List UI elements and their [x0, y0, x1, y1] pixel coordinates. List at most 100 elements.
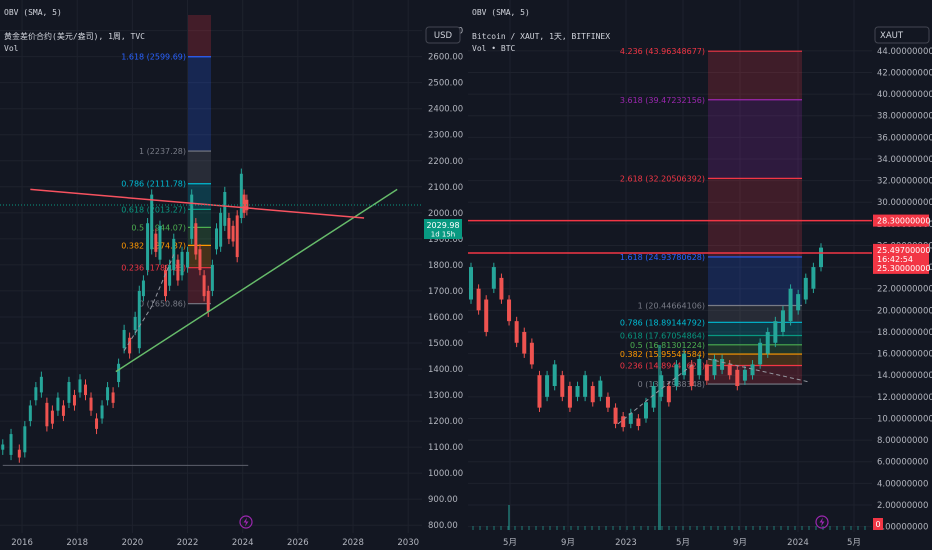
y-tick-label: 1400.00	[428, 365, 463, 375]
fib-level-label: 0.236 (1789.28)	[121, 264, 186, 273]
candle-body	[765, 331, 770, 354]
candle-body	[206, 290, 210, 312]
volume-bar	[710, 526, 712, 530]
candle-body	[537, 375, 542, 408]
fib-zone	[188, 151, 211, 184]
volume-bar	[668, 526, 670, 530]
y-tick-label: 0.00000000	[877, 523, 928, 533]
left-chart-svg[interactable]: 1.618 (2599.69) 1 (2237.28) 0.786 (2111.78…	[0, 0, 464, 550]
right-currency-button[interactable]: XAUT	[874, 26, 930, 44]
candle-body	[628, 413, 633, 424]
candle-body	[133, 316, 137, 330]
candle-body	[9, 434, 13, 455]
y-tick-label: 36.00000000	[877, 133, 932, 143]
x-tick-label: 2022	[177, 538, 199, 548]
volume-bar	[773, 526, 775, 530]
volume-bar	[563, 526, 565, 530]
fib-level-label: 0.786 (2111.78)	[121, 180, 186, 189]
candle-body	[567, 386, 572, 408]
candle-body	[803, 277, 808, 300]
volume-bar	[696, 526, 698, 530]
fib-level-label: 0.236 (14.89445628)	[620, 362, 705, 371]
y-tick-label: 2.00000000	[877, 501, 928, 511]
left-vol-label: Vol	[4, 44, 19, 53]
volume-bar	[759, 526, 761, 530]
candle-body	[137, 290, 141, 349]
volume-bar	[612, 526, 614, 530]
fib-zone	[708, 322, 802, 336]
y-tick-label: 1500.00	[428, 339, 463, 349]
y-tick-label: 42.00000000	[877, 68, 932, 78]
y-tick-label: 1200.00	[428, 417, 463, 427]
fib-zone	[708, 354, 802, 366]
candle-body	[72, 395, 76, 406]
candle-body	[202, 275, 206, 297]
candle-body	[89, 397, 93, 411]
fib-level-label: 0.786 (18.89144792)	[620, 318, 705, 327]
left-currency-button[interactable]: USD	[425, 26, 461, 44]
lightning-icon[interactable]	[239, 515, 253, 529]
candle-body	[163, 270, 167, 297]
candle-body	[186, 251, 190, 268]
candle-body	[469, 267, 473, 300]
fib-zone	[708, 51, 802, 100]
volume-bar	[521, 526, 523, 530]
volume-bar	[794, 526, 796, 530]
right-high-badge: 28.30000000	[873, 214, 930, 227]
candle-body	[194, 223, 198, 255]
volume-bar	[836, 526, 838, 530]
volume-bar	[829, 526, 831, 530]
fib-level-label: 1.618 (2599.69)	[121, 53, 186, 62]
fib-level-label: 1 (2237.28)	[139, 147, 186, 156]
x-tick-label: 2030	[397, 538, 419, 548]
candle-body	[545, 375, 550, 397]
x-tick-label: 5月	[847, 538, 861, 548]
candle-body	[45, 402, 49, 427]
lightning-icon[interactable]	[815, 515, 829, 529]
volume-bar	[850, 526, 852, 530]
candle-body	[644, 402, 648, 419]
volume-bar	[661, 526, 663, 530]
volume-bar	[549, 526, 551, 530]
candle-body	[146, 223, 150, 271]
candle-body	[28, 405, 32, 422]
volume-bar	[738, 526, 740, 530]
right-chart-panel[interactable]: 4.236 (43.96348677) 3.618 (39.47232156) 2.…	[468, 0, 932, 550]
fib-zone	[708, 305, 802, 323]
volume-bar	[689, 526, 691, 530]
candle-body	[476, 288, 481, 311]
y-tick-label: 4.00000000	[877, 479, 928, 489]
fib-zone	[708, 178, 802, 257]
candle-body	[122, 329, 126, 349]
y-tick-label: 1300.00	[428, 391, 463, 401]
right-chart-svg[interactable]: 4.236 (43.96348677) 3.618 (39.47232156) 2.…	[468, 0, 932, 550]
candle-body	[235, 215, 239, 258]
candle-body	[242, 194, 246, 213]
candle-body	[758, 342, 763, 365]
fib-level-label: 2.618 (32.20506392)	[620, 174, 705, 183]
fib-zone	[188, 15, 211, 57]
y-tick-label: 1700.00	[428, 287, 463, 297]
x-tick-label: 9月	[561, 538, 575, 548]
x-tick-label: 2026	[287, 538, 309, 548]
candle-body	[727, 364, 732, 376]
fib-zone	[708, 335, 802, 345]
left-chart-panel[interactable]: 1.618 (2599.69) 1 (2237.28) 0.786 (2111.78…	[0, 0, 464, 550]
x-tick-label: 2024	[787, 538, 809, 548]
candle-body	[697, 358, 702, 376]
candle-body	[39, 376, 43, 393]
candle-body	[150, 194, 154, 250]
y-tick-label: 1100.00	[428, 443, 463, 453]
volume-bar	[843, 526, 845, 530]
candle-body	[95, 418, 99, 429]
candle-body	[67, 382, 71, 403]
fib-zone	[708, 256, 802, 306]
candle-body	[100, 405, 104, 419]
volume-bar	[647, 526, 649, 530]
candle-body	[23, 426, 27, 453]
candle-body	[84, 384, 88, 396]
volume-bar	[780, 526, 782, 530]
volume-bar	[584, 526, 586, 530]
candle-body	[773, 321, 778, 343]
candle-body	[590, 386, 595, 403]
